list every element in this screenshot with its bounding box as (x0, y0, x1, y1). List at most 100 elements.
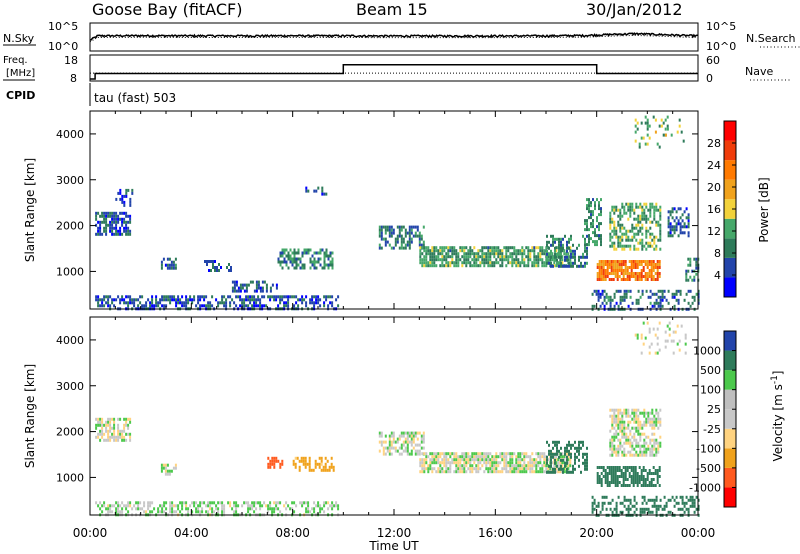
power-cell (656, 260, 659, 263)
power-cell (588, 201, 590, 205)
velocity-cell (291, 501, 294, 505)
power-cell (398, 231, 401, 235)
power-cell (603, 295, 606, 299)
power-cell (655, 208, 658, 212)
velocity-cell (657, 426, 660, 430)
velocity-cell (656, 472, 659, 475)
velocity-cell (655, 408, 658, 412)
power-cell (291, 257, 294, 261)
velocity-cell (115, 507, 118, 511)
velocity-cell (615, 420, 618, 424)
power-cell (285, 295, 288, 299)
velocity-cell (408, 440, 411, 444)
velocity-cell (501, 452, 504, 456)
velocity-cell (574, 467, 576, 471)
power-cell (669, 228, 672, 232)
power-cell (113, 211, 116, 215)
velocity-cell (643, 507, 646, 511)
velocity-cell (611, 453, 614, 457)
velocity-cell (441, 452, 444, 456)
power-cell (592, 210, 594, 214)
power-cell (203, 298, 206, 302)
power-cell (113, 304, 116, 308)
velocity-cell (529, 470, 532, 474)
power-cell (155, 304, 158, 308)
velocity-cell (95, 417, 98, 421)
velocity-cell (650, 342, 653, 346)
power-cell (445, 258, 448, 262)
velocity-cell (529, 467, 532, 471)
velocity-cell (616, 475, 619, 478)
velocity-cell (447, 467, 450, 471)
velocity-cell (209, 501, 212, 505)
velocity-cell (333, 504, 336, 508)
velocity-cell (384, 434, 387, 438)
power-cell (554, 237, 556, 241)
power-cell (667, 222, 670, 226)
power-cell (217, 304, 220, 308)
power-cell (617, 304, 620, 308)
power-cell (630, 269, 633, 272)
power-cell (679, 292, 682, 296)
power-cell (523, 261, 526, 265)
power-cell (657, 238, 660, 242)
velocity-cell (416, 449, 419, 453)
velocity-cell (613, 408, 616, 412)
velocity-cell (531, 470, 534, 474)
velocity-cell (539, 458, 542, 462)
velocity-cell (475, 452, 478, 456)
velocity-cell (628, 484, 631, 487)
power-cell (637, 241, 640, 245)
velocity-cell (197, 510, 200, 514)
power-cell (648, 275, 651, 278)
velocity-cell (101, 429, 104, 433)
power-cell (616, 260, 619, 263)
power-cell (287, 295, 290, 299)
velocity-cell (641, 423, 644, 427)
power-cell (168, 263, 171, 267)
power-cell (161, 298, 164, 302)
power-cell (239, 304, 242, 308)
power-cell (313, 266, 316, 270)
power-cell (586, 234, 588, 238)
velocity-cell (121, 501, 124, 505)
velocity-cell (548, 464, 550, 468)
velocity-cell (617, 438, 620, 442)
velocity-cell (221, 501, 224, 505)
power-cell (423, 264, 426, 268)
velocity-cell (463, 467, 466, 471)
power-cell (606, 269, 609, 272)
velocity-cell (129, 420, 132, 424)
velocity-cell (509, 455, 512, 459)
velocity-cell (227, 501, 230, 505)
power-cell (168, 266, 171, 270)
velocity-cell (640, 475, 643, 478)
power-cell (305, 248, 308, 252)
velocity-cell (567, 455, 570, 459)
velocity-cell (638, 481, 641, 484)
velocity-cell (308, 462, 311, 466)
power-cell (634, 130, 637, 134)
velocity-cell (517, 461, 520, 465)
power-cell (297, 298, 300, 302)
velocity-cell (619, 417, 622, 421)
velocity-cell (451, 452, 454, 456)
power-cell (410, 240, 413, 244)
velocity-cell (465, 464, 468, 468)
velocity-cell (453, 452, 456, 456)
velocity-cell (207, 510, 210, 514)
power-cell (631, 229, 634, 233)
power-cell (633, 211, 636, 215)
power-cell (631, 301, 634, 305)
velocity-cell (139, 501, 142, 505)
power-cell (141, 295, 144, 299)
velocity-cell (459, 464, 462, 468)
power-cell (594, 204, 596, 208)
velocity-cell (569, 464, 572, 468)
power-cell (455, 264, 458, 268)
power-cell (473, 264, 476, 268)
power-cell (384, 228, 387, 232)
y-tick-label: 1000 (56, 265, 84, 278)
power-cell (550, 234, 552, 238)
power-cell (619, 229, 622, 233)
